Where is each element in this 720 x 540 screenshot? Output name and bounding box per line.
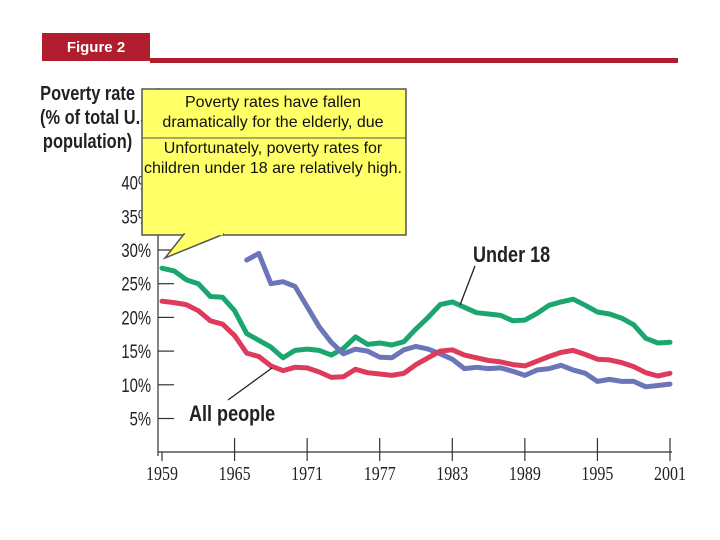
series-line-under-18 (159, 265, 673, 361)
series-line-elderly (244, 250, 673, 390)
y-axis-label-line: Poverty rate (40, 83, 135, 105)
figure-label: Figure 2 (42, 33, 150, 61)
callout-text: Poverty rates have fallen dramatically fo… (142, 93, 404, 179)
y-tick-label: 20% (121, 308, 151, 329)
callout-box (141, 88, 407, 260)
annotation-leader (459, 265, 476, 306)
y-tick-label: 10% (121, 375, 151, 396)
callout-line-1b: dramatically for the elderly, due (162, 114, 384, 131)
x-tick-label: 1965 (219, 462, 251, 484)
title-rule (150, 58, 678, 63)
series-lines (159, 250, 673, 390)
x-tick-label: 1971 (291, 462, 323, 484)
y-axis-label: Poverty rate (% of total U.S. population… (40, 82, 156, 154)
annotation-under-18: Under 18 (473, 243, 550, 267)
annotation-all-people: All people (189, 402, 275, 426)
y-tick-label: 30% (121, 240, 151, 261)
x-tick-label: 1989 (509, 462, 541, 484)
callout-pointer (162, 233, 225, 260)
axes: 5%10%15%20%25%30%35%40%1959 1965 1971 1977 1… (121, 88, 686, 484)
y-tick-label: 15% (121, 341, 151, 362)
x-tick-label: 2001 (654, 462, 686, 484)
series-line-all-people (159, 298, 673, 380)
callout-background (141, 88, 407, 236)
x-tick-label: 1959 (146, 462, 178, 484)
x-tick-label: 1983 (436, 462, 468, 484)
y-axis-label-line: (% of total U.S. (40, 107, 156, 129)
y-tick-label: 5% (130, 409, 151, 430)
x-tick-label: 1977 (364, 462, 396, 484)
y-axis-label-line: population) (42, 131, 133, 153)
callout-line-1: Poverty rates have fallen dramatically fo… (142, 93, 404, 133)
callout-line-1a: Poverty rates have fallen (184, 94, 362, 111)
callout-line-2: Unfortunately, poverty rates for childre… (144, 140, 402, 177)
y-tick-label: 25% (121, 274, 151, 295)
annotations: Under 18 All people (189, 243, 550, 426)
annotation-leader (227, 367, 273, 401)
x-tick-label: 1995 (581, 462, 613, 484)
